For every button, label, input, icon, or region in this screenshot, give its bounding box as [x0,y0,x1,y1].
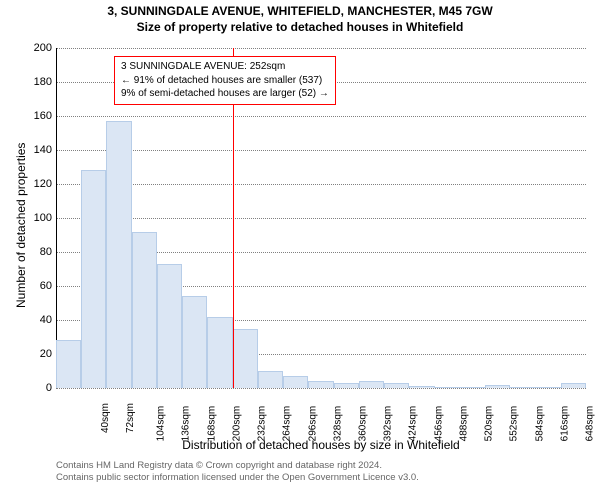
gridline [56,218,586,219]
y-axis [56,48,57,388]
histogram-bar [56,340,81,388]
y-tick-label: 100 [34,212,56,224]
gridline [56,184,586,185]
x-tick-label: 424sqm [404,406,419,442]
gridline [56,116,586,117]
footer-line-2: Contains public sector information licen… [56,472,419,484]
histogram-bar [561,383,586,388]
histogram-bar [308,381,333,388]
histogram-bar [460,387,485,388]
y-tick-label: 120 [34,178,56,190]
title-subtitle: Size of property relative to detached ho… [0,20,600,34]
footer-attribution: Contains HM Land Registry data © Crown c… [56,460,419,485]
histogram-bar [106,121,131,388]
histogram-bar [182,296,207,388]
y-tick-label: 160 [34,110,56,122]
histogram-bar [157,264,182,388]
y-tick-label: 180 [34,76,56,88]
x-tick-label: 616sqm [555,406,570,442]
x-tick-label: 648sqm [581,406,596,442]
x-tick-label: 232sqm [253,406,268,442]
annotation-line: 9% of semi-detached houses are larger (5… [121,87,329,101]
y-tick-label: 80 [40,246,56,258]
histogram-bar [132,232,157,388]
x-tick-label: 552sqm [505,406,520,442]
histogram-bar [384,383,409,388]
histogram-bar [485,385,510,388]
x-tick-label: 40sqm [96,403,111,433]
histogram-bar [258,371,283,388]
histogram-bar [510,387,535,388]
x-tick-label: 136sqm [177,406,192,442]
x-tick-label: 104sqm [152,406,167,442]
histogram-bar [409,386,434,388]
y-tick-label: 0 [46,382,56,394]
footer-line-1: Contains HM Land Registry data © Crown c… [56,460,419,472]
histogram-bar [207,317,232,388]
title-address: 3, SUNNINGDALE AVENUE, WHITEFIELD, MANCH… [0,4,600,18]
histogram-bar [81,170,106,388]
x-tick-label: 168sqm [202,406,217,442]
gridline [56,150,586,151]
x-axis-label: Distribution of detached houses by size … [56,438,586,452]
x-tick-label: 72sqm [121,403,136,433]
gridline [56,388,586,389]
chart-plot-area: 02040608010012014016018020040sqm72sqm104… [56,48,586,388]
x-tick-label: 520sqm [480,406,495,442]
histogram-bar [435,387,460,388]
x-tick-label: 360sqm [354,406,369,442]
histogram-bar [283,376,308,388]
annotation-box: 3 SUNNINGDALE AVENUE: 252sqm← 91% of det… [114,56,336,105]
gridline [56,48,586,49]
x-tick-label: 264sqm [278,406,293,442]
histogram-bar [536,387,561,388]
y-tick-label: 40 [40,314,56,326]
x-tick-label: 200sqm [227,406,242,442]
x-tick-label: 328sqm [328,406,343,442]
x-tick-label: 488sqm [455,406,470,442]
x-tick-label: 392sqm [379,406,394,442]
histogram-bar [334,383,359,388]
x-tick-label: 584sqm [530,406,545,442]
annotation-line: ← 91% of detached houses are smaller (53… [121,74,329,88]
histogram-bar [359,381,384,388]
histogram-bar [233,329,258,389]
y-tick-label: 20 [40,348,56,360]
y-tick-label: 200 [34,42,56,54]
y-tick-label: 60 [40,280,56,292]
x-tick-label: 296sqm [303,406,318,442]
y-tick-label: 140 [34,144,56,156]
x-tick-label: 456sqm [429,406,444,442]
y-axis-label: Number of detached properties [14,143,28,308]
annotation-line: 3 SUNNINGDALE AVENUE: 252sqm [121,60,329,74]
